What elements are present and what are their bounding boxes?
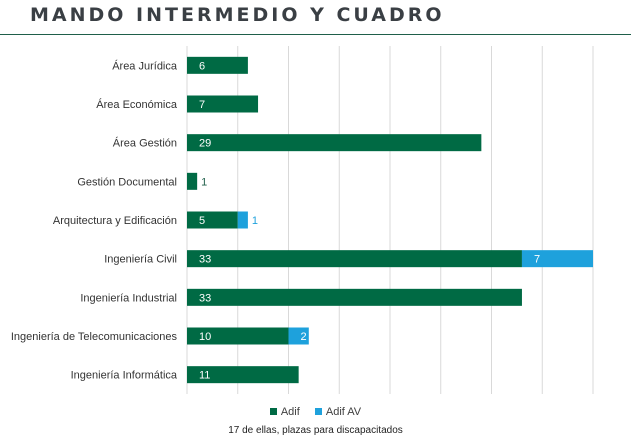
legend-swatch-adif — [269, 408, 277, 415]
bar-adif — [187, 288, 522, 306]
bar-adif — [187, 366, 299, 384]
data-label: 2 — [301, 331, 307, 343]
category-label: Gestión Documental — [77, 176, 177, 188]
data-label: 7 — [199, 99, 205, 111]
bar-adif-av — [288, 327, 309, 345]
data-label: 29 — [199, 138, 211, 150]
category-label: Ingeniería Civil — [104, 254, 177, 266]
data-label: 7 — [534, 254, 540, 266]
footnote: 17 de ellas, plazas para discapacitados — [228, 425, 403, 436]
data-label: 1 — [252, 215, 258, 227]
bar-adif — [187, 327, 289, 345]
legend: Adif Adif AV — [0, 406, 631, 418]
bar-adif — [187, 95, 259, 113]
data-label: 33 — [199, 292, 211, 304]
legend-label-adif: Adif — [280, 406, 300, 418]
legend-swatch-adif-av — [314, 408, 322, 415]
bar-adif — [187, 211, 238, 229]
legend-item-adif-av: Adif AV — [314, 406, 362, 418]
bar-adif-av — [521, 250, 593, 268]
legend-label-adif-av: Adif AV — [325, 406, 362, 418]
category-label: Área Jurídica — [112, 59, 178, 72]
category-label: Área Económica — [96, 98, 178, 111]
data-label: 10 — [199, 331, 211, 343]
bar-adif — [187, 172, 198, 190]
category-label: Ingeniería de Telecomunicaciones — [11, 331, 178, 343]
category-label: Ingeniería Informática — [71, 370, 178, 382]
data-label: 33 — [199, 254, 211, 266]
legend-item-adif: Adif — [269, 406, 300, 418]
category-label: Arquitectura y Edificación — [53, 215, 177, 227]
bar-adif-av — [237, 211, 248, 229]
chart-title: MANDO INTERMEDIO Y CUADRO — [30, 4, 445, 26]
data-label: 1 — [201, 176, 207, 188]
category-label: Área Gestión — [113, 137, 177, 150]
title-divider — [0, 34, 631, 35]
bar-adif — [187, 134, 482, 152]
category-label: Ingeniería Industrial — [80, 292, 177, 304]
data-label: 6 — [199, 60, 205, 72]
bar-adif — [187, 250, 522, 268]
data-label: 5 — [199, 215, 205, 227]
bar-adif — [187, 56, 248, 74]
data-label: 11 — [199, 370, 210, 382]
